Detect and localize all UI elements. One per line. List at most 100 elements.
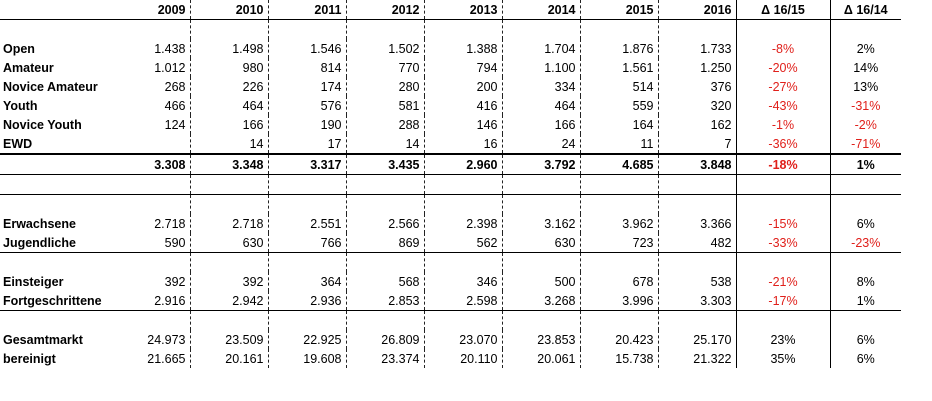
empty-cell	[189, 252, 268, 272]
empty-cell	[267, 194, 346, 214]
empty-cell	[736, 175, 830, 195]
value-cell: 162	[657, 115, 737, 134]
value-cell: 1.498	[189, 39, 268, 58]
value-cell: 678	[579, 272, 658, 291]
value-cell: 630	[189, 233, 268, 253]
table-row: EWD 14 17 14 16 24 11 7 -36% -71%	[0, 134, 901, 154]
value-cell: 2.718	[154, 216, 186, 231]
empty-cell	[267, 310, 346, 330]
total-value: 3.435	[345, 153, 424, 175]
value-cell: 23.509	[189, 330, 268, 349]
value-cell: 2.718	[189, 214, 268, 233]
value-cell: 268	[164, 79, 186, 94]
value-cell: 20.110	[423, 349, 502, 368]
table-row: Novice Amateur 268 226 174 280 200 334 514 376 -2…	[0, 77, 901, 96]
empty-cell	[736, 194, 830, 214]
row-label: bereinigt	[3, 351, 56, 366]
delta-cell: 1%	[829, 291, 901, 311]
value-cell: 392	[164, 274, 186, 289]
value-cell: 466	[164, 98, 186, 113]
value-cell: 1.438	[154, 41, 186, 56]
delta-cell: -8%	[771, 41, 795, 56]
delta-cell: 8%	[829, 272, 901, 291]
row-label: Novice Youth	[3, 117, 82, 132]
delta-cell: -2%	[829, 115, 901, 134]
value-cell: 23.374	[345, 349, 424, 368]
delta-cell: -33%	[736, 233, 830, 253]
value-cell: 376	[657, 77, 737, 96]
delta-cell: -21%	[768, 274, 798, 289]
value-cell: 23.070	[423, 330, 502, 349]
empty-cell	[579, 310, 658, 330]
column-header: 2013	[423, 0, 502, 20]
empty-cell	[267, 19, 346, 39]
empty-cell	[345, 310, 424, 330]
value-cell: 364	[267, 272, 346, 291]
total-row: 3.308 3.348 3.317 3.435 2.960 3.792 4.685 3.848…	[0, 153, 901, 175]
column-header: 2010	[189, 0, 268, 20]
value-cell	[112, 134, 190, 154]
empty-cell	[736, 20, 830, 40]
value-cell: 2.551	[267, 214, 346, 233]
empty-cell	[657, 310, 737, 330]
value-cell: 2.916	[112, 291, 190, 311]
table-row: Einsteiger 392 392 364 568 346 500 678 538 -21% 8%	[0, 272, 901, 291]
total-value: 4.685	[579, 153, 658, 175]
empty-cell	[736, 310, 830, 330]
value-cell: 723	[579, 233, 658, 253]
value-cell: 24	[501, 134, 580, 154]
delta-cell: 14%	[829, 58, 901, 77]
total-value: 3.792	[501, 153, 580, 175]
spacer-row	[0, 252, 901, 272]
value-cell: 19.608	[267, 349, 346, 368]
column-header: 2014	[501, 0, 580, 20]
value-cell: 1.012	[154, 60, 186, 75]
value-cell: 16	[423, 134, 502, 154]
row-label: Erwachsene	[3, 216, 76, 231]
empty-cell	[423, 19, 502, 39]
empty-cell	[189, 174, 268, 195]
spacer-row	[0, 19, 901, 40]
empty-cell	[501, 252, 580, 272]
table-row: Amateur 1.012 980 814 770 794 1.100 1.561 1.250 -…	[0, 58, 901, 77]
value-cell: 20.423	[579, 330, 658, 349]
delta-cell: 35%	[770, 351, 796, 366]
delta-cell: -23%	[829, 233, 901, 253]
value-cell: 1.546	[267, 39, 346, 58]
empty-cell	[267, 252, 346, 272]
column-header: 2016	[657, 0, 737, 20]
value-cell: 166	[501, 115, 580, 134]
total-delta: -18%	[736, 153, 830, 175]
empty-cell	[0, 310, 112, 330]
empty-cell	[579, 194, 658, 214]
empty-cell	[0, 175, 112, 195]
value-cell: 2.566	[345, 214, 424, 233]
empty-cell	[829, 174, 901, 195]
total-value: 3.848	[657, 153, 737, 175]
value-cell: 559	[579, 96, 658, 115]
empty-cell	[657, 252, 737, 272]
value-cell: 3.268	[501, 291, 580, 311]
value-cell: 464	[501, 96, 580, 115]
empty-cell	[423, 252, 502, 272]
empty-cell	[829, 19, 901, 39]
empty-cell	[189, 194, 268, 214]
empty-cell	[657, 19, 737, 39]
value-cell: 190	[267, 115, 346, 134]
value-cell: 794	[423, 58, 502, 77]
value-cell: 166	[189, 115, 268, 134]
value-cell: 20.061	[501, 349, 580, 368]
empty-cell	[501, 19, 580, 39]
table-body: 2009 2010 2011 2012 2013 2014 2015 2016 Δ 16/15 Δ…	[0, 0, 901, 368]
value-cell: 17	[267, 134, 346, 154]
empty-cell	[829, 310, 901, 330]
delta-cell: -36%	[768, 136, 798, 151]
value-cell: 20.161	[189, 349, 268, 368]
total-value: 3.317	[267, 153, 346, 175]
row-label: Open	[3, 41, 35, 56]
delta-cell: 6%	[829, 349, 901, 368]
row-label: Amateur	[3, 60, 54, 75]
column-header: 2011	[267, 0, 346, 20]
value-cell: 14	[189, 134, 268, 154]
value-cell: 2.598	[423, 291, 502, 311]
